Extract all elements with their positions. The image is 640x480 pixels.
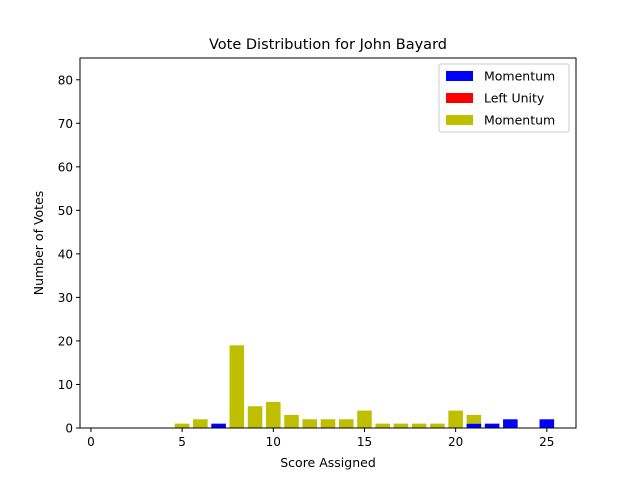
bar-series-0-x-22	[484, 423, 500, 428]
y-axis-ticks: 0 10 20 30 40 50 60 70 80	[58, 73, 80, 436]
plot-frame	[79, 57, 577, 429]
legend-swatch	[446, 71, 473, 81]
y-tick-label: 70	[58, 117, 73, 131]
bar-series-2-x-6	[193, 419, 208, 428]
x-tick-label: 10	[266, 435, 281, 449]
bar-series-2-x-17	[393, 423, 409, 428]
x-tick-label: 15	[357, 435, 372, 449]
x-axis-label: Score Assigned	[280, 455, 376, 470]
x-axis-ticks: 0 5 10 15 20 25	[87, 428, 554, 449]
bar-series-2-x-13	[320, 419, 336, 428]
bar-series-2-x-9	[247, 406, 263, 428]
y-tick-label: 30	[58, 291, 73, 305]
y-tick-label: 0	[65, 422, 73, 436]
legend-label: Momentum	[484, 113, 555, 128]
bar-series-0-x-25	[539, 419, 555, 428]
bar-series-2-x-21	[466, 414, 482, 424]
x-tick-label: 25	[539, 435, 554, 449]
bar-series-2-x-15	[357, 410, 372, 428]
bar-series-2-x-14	[338, 419, 354, 428]
bar-series-0-x-21	[466, 423, 482, 428]
bar-series-0-x-7	[211, 423, 226, 428]
bar-series-2-x-10	[266, 401, 281, 428]
bar-series-2-x-16	[375, 423, 390, 428]
bar-series-0-x-23	[503, 419, 518, 428]
legend-swatch	[446, 93, 473, 103]
bar-series-2-x-8	[229, 345, 245, 428]
y-axis-label: Number of Votes	[31, 191, 46, 296]
chart-title: Vote Distribution for John Bayard	[209, 37, 447, 53]
bar-series-2-x-11	[284, 414, 299, 428]
y-tick-label: 50	[58, 204, 73, 218]
x-tick-label: 20	[448, 435, 463, 449]
y-tick-label: 20	[58, 334, 73, 348]
bars-group	[174, 345, 555, 428]
x-tick-label: 5	[178, 435, 186, 449]
legend-label: Momentum	[484, 69, 555, 84]
y-tick-label: 60	[58, 160, 73, 174]
legend: Momentum Left Unity Momentum	[438, 63, 570, 133]
x-tick-label: 0	[87, 435, 95, 449]
legend-swatch	[446, 115, 473, 125]
bar-series-2-x-20	[448, 410, 463, 428]
bar-series-2-x-19	[430, 423, 445, 428]
bar-series-2-x-12	[302, 419, 318, 428]
bar-series-2-x-18	[411, 423, 427, 428]
y-tick-label: 80	[58, 73, 73, 87]
legend-label: Left Unity	[484, 91, 545, 106]
y-tick-label: 40	[58, 247, 73, 261]
y-tick-label: 10	[58, 378, 73, 392]
bar-series-2-x-5	[174, 423, 190, 428]
